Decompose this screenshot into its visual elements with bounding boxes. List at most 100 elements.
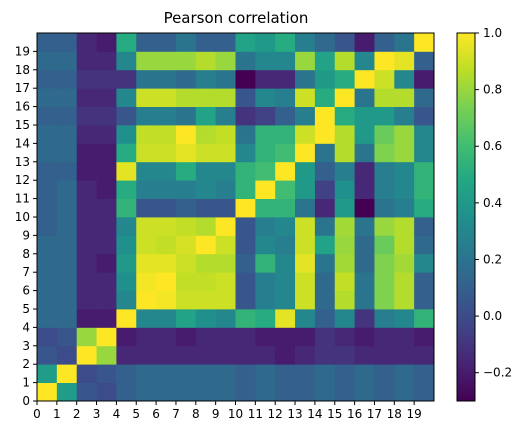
heatmap-cell: [96, 88, 117, 107]
x-tick-label: 8: [192, 407, 200, 421]
heatmap-cell: [295, 125, 316, 144]
heatmap-cell: [195, 51, 217, 71]
colorbar-axis: −0.2 0.0 0.2 0.4 0.6 0.8 1.0: [475, 26, 512, 380]
heatmap-cell: [136, 198, 157, 218]
heatmap-cell: [255, 345, 276, 365]
x-tick-label: 18: [387, 407, 402, 421]
heatmap-cell: [136, 253, 157, 273]
heatmap-cell: [255, 161, 276, 181]
heatmap-cell: [334, 327, 355, 347]
heatmap-cell: [275, 69, 296, 89]
heatmap-cell: [275, 198, 296, 218]
heatmap-cell: [394, 364, 415, 383]
heatmap-cell: [255, 69, 276, 89]
heatmap-cell: [76, 143, 97, 163]
heatmap-cell: [195, 33, 217, 52]
y-tick-label: 17: [15, 81, 30, 95]
heatmap-cell: [215, 253, 236, 273]
heatmap-cell: [235, 69, 256, 89]
heatmap-cell: [275, 125, 296, 144]
heatmap-cell: [215, 106, 236, 126]
y-tick-label: 10: [15, 210, 30, 224]
heatmap-cell: [37, 235, 58, 255]
heatmap-cell: [394, 161, 415, 181]
heatmap-cell: [96, 345, 117, 365]
heatmap-cell: [37, 198, 58, 218]
colorbar-tick-label: 0.6: [483, 139, 502, 153]
heatmap-cell: [215, 198, 236, 218]
x-tick-label: 12: [268, 407, 283, 421]
heatmap-cell: [295, 88, 316, 107]
heatmap-cell: [374, 364, 395, 383]
heatmap-cell: [116, 180, 137, 199]
heatmap-cell: [334, 143, 355, 163]
heatmap-cell: [37, 327, 58, 347]
heatmap-cell: [374, 143, 395, 163]
heatmap-cell: [37, 69, 58, 89]
x-tick-label: 11: [248, 407, 263, 421]
heatmap-cell: [275, 272, 296, 291]
heatmap-cell: [116, 290, 137, 310]
y-tick-label: 5: [22, 302, 30, 316]
heatmap-cell: [175, 382, 197, 402]
heatmap-cell: [116, 198, 137, 218]
heatmap-cell: [175, 180, 197, 199]
heatmap-cell: [37, 180, 58, 199]
heatmap-cell: [76, 217, 97, 236]
heatmap-cell: [37, 253, 58, 273]
heatmap-cell: [235, 364, 256, 383]
heatmap-cell: [56, 382, 78, 402]
heatmap-cell: [394, 327, 415, 347]
heatmap-cell: [275, 253, 296, 273]
colorbar-frame: [456, 32, 476, 402]
heatmap-cell: [354, 88, 375, 107]
heatmap-cell: [56, 69, 78, 89]
heatmap-cell: [334, 69, 355, 89]
heatmap-cell: [414, 327, 435, 347]
heatmap-cell: [37, 51, 58, 71]
heatmap-cell: [136, 106, 157, 126]
y-tick-label: 7: [22, 265, 30, 279]
heatmap-cell: [235, 272, 256, 291]
heatmap-cell: [374, 51, 395, 71]
heatmap-cell: [414, 198, 435, 218]
heatmap-cell: [414, 217, 435, 236]
heatmap-cell: [414, 180, 435, 199]
heatmap-cell: [334, 253, 355, 273]
heatmap-cell: [215, 88, 236, 107]
heatmap-cell: [56, 198, 78, 218]
heatmap-cell: [116, 69, 137, 89]
heatmap-cell: [96, 253, 117, 273]
heatmap-cell: [334, 180, 355, 199]
heatmap-cell: [235, 253, 256, 273]
heatmap-cell: [354, 143, 375, 163]
heatmap-cell: [156, 327, 177, 347]
heatmap-cell: [76, 382, 97, 402]
heatmap-cell: [96, 364, 117, 383]
heatmap-cell: [215, 327, 236, 347]
heatmap-cell: [156, 180, 177, 199]
heatmap-cell: [116, 253, 137, 273]
heatmap-cell: [215, 217, 236, 236]
heatmap-cell: [314, 161, 336, 181]
heatmap-cell: [295, 327, 316, 347]
heatmap-cell: [374, 198, 395, 218]
heatmap-cell: [195, 290, 217, 310]
heatmap-cell: [37, 125, 58, 144]
heatmap-cell: [156, 88, 177, 107]
heatmap-cell: [56, 253, 78, 273]
heatmap-cell: [235, 345, 256, 365]
heatmap-cell: [374, 33, 395, 52]
heatmap-cell: [76, 272, 97, 291]
heatmap-cell: [354, 198, 375, 218]
heatmap-cell: [354, 345, 375, 365]
heatmap-cell: [334, 51, 355, 71]
heatmap-cell: [96, 309, 117, 328]
heatmap-cell: [374, 272, 395, 291]
heatmap-cell: [414, 272, 435, 291]
heatmap-cell: [295, 345, 316, 365]
heatmap-cell: [255, 217, 276, 236]
heatmap-cell: [334, 309, 355, 328]
x-axis: 0 1 2 3 4 5 6 7 8 9 10 11 12 13 14 15 16 17 18 19: [33, 401, 422, 421]
heatmap-cell: [295, 33, 316, 52]
